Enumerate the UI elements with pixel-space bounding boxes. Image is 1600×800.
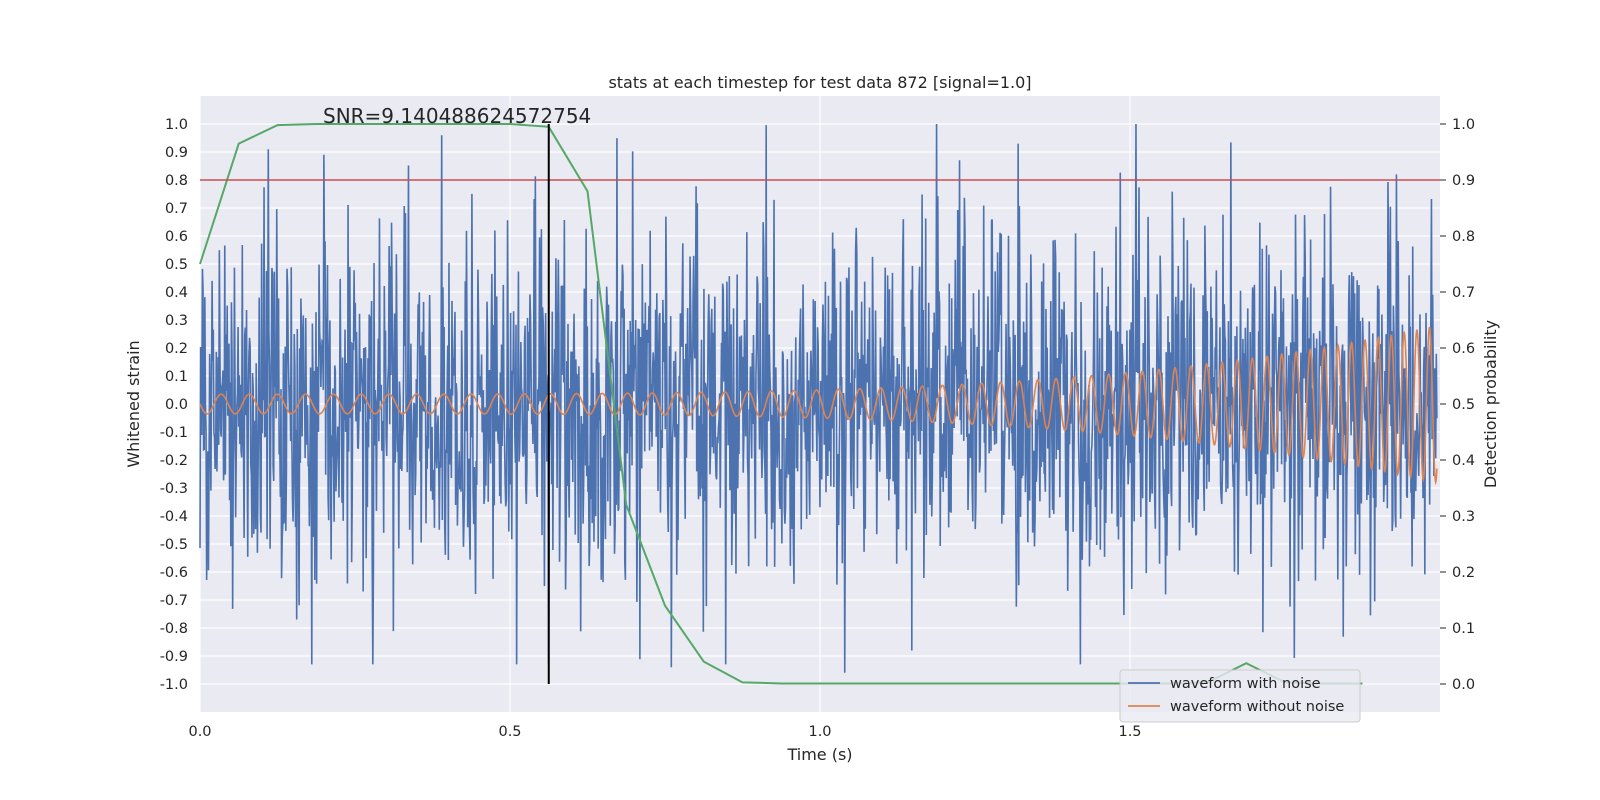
y2-tick-label: 0.3 <box>1452 509 1475 525</box>
y-tick-label: 0.5 <box>165 257 188 273</box>
y2-tick-label: 0.5 <box>1452 397 1475 413</box>
y-tick-label: -0.6 <box>160 565 188 581</box>
y-tick-label: 0.4 <box>165 285 188 301</box>
y2-tick-label: 1.0 <box>1452 117 1475 133</box>
reference-lines <box>200 124 1440 684</box>
y2-axis-ticks: 1.0 0.9 0.8 0.7 0.6 0.5 0.4 0.3 0.2 0.1 0.0 <box>1440 117 1475 693</box>
y-tick-label: 0.1 <box>165 369 188 385</box>
legend-label-noise: waveform with noise <box>1170 676 1321 692</box>
y-tick-label: 0.2 <box>165 341 188 357</box>
y-tick-label: -0.4 <box>160 509 188 525</box>
y-tick-label: 0.9 <box>165 145 188 161</box>
y-tick-label: -0.1 <box>160 425 188 441</box>
x-tick-label: 1.5 <box>1118 724 1141 740</box>
legend: waveform with noise waveform without noi… <box>1119 669 1361 723</box>
y-axis-ticks: 1.0 0.9 0.8 0.7 0.6 0.5 0.4 0.3 0.2 0.1 0.0 -0.1 -0.… <box>160 117 188 693</box>
x-tick-label: 1.0 <box>808 724 831 740</box>
y-axis-label: Whitened strain <box>124 340 143 467</box>
series-waveform-without-noise <box>199 327 1438 486</box>
y2-tick-label: 0.0 <box>1452 677 1475 693</box>
snr-annotation: SNR=9.140488624572754 <box>323 104 591 128</box>
y-tick-label: -0.3 <box>160 481 188 497</box>
series-waveform-with-noise <box>199 123 1438 673</box>
y-tick-label: -0.2 <box>160 453 188 469</box>
y-tick-label: -0.9 <box>160 649 188 665</box>
y2-tick-label: 0.6 <box>1452 341 1475 357</box>
y2-tick-label: 0.9 <box>1452 173 1475 189</box>
noise-line <box>199 123 1438 673</box>
y-tick-label: 0.7 <box>165 201 188 217</box>
x-tick-label: 0.5 <box>498 724 521 740</box>
y2-tick-label: 0.8 <box>1452 229 1475 245</box>
y2-axis-label: Detection probability <box>1481 320 1500 488</box>
y2-tick-label: 0.1 <box>1452 621 1475 637</box>
x-axis-ticks: 0.0 0.5 1.0 1.5 <box>188 724 1141 740</box>
y2-tick-label: 0.2 <box>1452 565 1475 581</box>
y-tick-label: 0.0 <box>165 397 188 413</box>
y2-tick-label: 0.7 <box>1452 285 1475 301</box>
y-tick-label: 0.6 <box>165 229 188 245</box>
y-tick-label: -0.5 <box>160 537 188 553</box>
y-tick-label: 0.8 <box>165 173 188 189</box>
x-axis-label: Time (s) <box>786 745 852 764</box>
legend-label-clean: waveform without noise <box>1170 699 1344 715</box>
y-tick-label: -0.7 <box>160 593 188 609</box>
chart-title: stats at each timestep for test data 872… <box>608 73 1031 92</box>
legend-box <box>1119 669 1361 723</box>
x-tick-label: 0.0 <box>188 724 211 740</box>
y-tick-label: 0.3 <box>165 313 188 329</box>
y-tick-label: -0.8 <box>160 621 188 637</box>
y2-tick-label: 0.4 <box>1452 453 1475 469</box>
y-tick-label: 1.0 <box>165 117 188 133</box>
clean-line <box>199 327 1438 486</box>
y-tick-label: -1.0 <box>160 677 188 693</box>
